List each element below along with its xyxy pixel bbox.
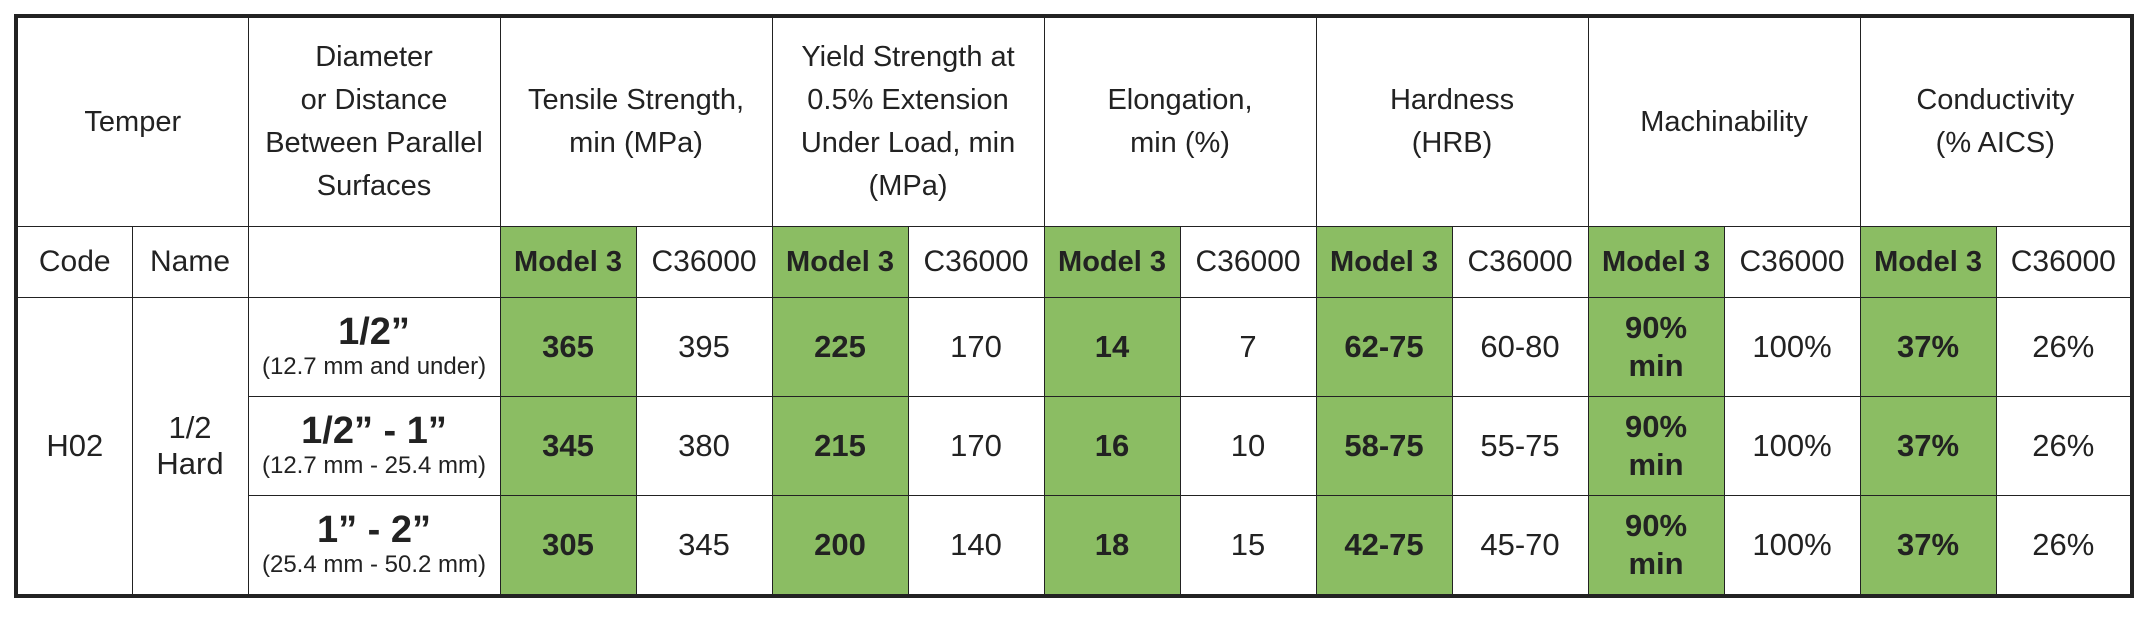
subheader-alloy: C36000 xyxy=(1723,226,1861,298)
conductivity-model-cell: 37% xyxy=(1859,396,1997,496)
machinability-model-cell: 90% min xyxy=(1587,396,1725,496)
temper-name-cell: 1/2 Hard xyxy=(131,297,249,597)
header-conductivity: Conductivity (% AICS) xyxy=(1859,15,2133,227)
header-diameter: Diameter or Distance Between Parallel Su… xyxy=(247,15,501,227)
tensile-model-cell: 305 xyxy=(499,495,637,597)
header-yield-strength: Yield Strength at 0.5% Extension Under L… xyxy=(771,15,1045,227)
subheader-alloy: C36000 xyxy=(1179,226,1317,298)
elongation-model-cell: 18 xyxy=(1043,495,1181,597)
size-cell: 1/2” - 1” (12.7 mm - 25.4 mm) xyxy=(247,396,501,496)
size-label: 1” - 2” xyxy=(316,509,432,551)
tensile-model-cell: 345 xyxy=(499,396,637,496)
temper-code-cell: H02 xyxy=(15,297,133,597)
tensile-alloy-cell: 345 xyxy=(635,495,773,597)
conductivity-alloy-cell: 26% xyxy=(1995,396,2133,496)
conductivity-model-cell: 37% xyxy=(1859,297,1997,397)
subheader-code: Code xyxy=(15,226,133,298)
subheader-alloy: C36000 xyxy=(635,226,773,298)
elongation-alloy-cell: 10 xyxy=(1179,396,1317,496)
elongation-alloy-cell: 15 xyxy=(1179,495,1317,597)
hardness-model-cell: 58-75 xyxy=(1315,396,1453,496)
header-tensile-strength: Tensile Strength, min (MPa) xyxy=(499,15,773,227)
subheader-blank xyxy=(247,226,501,298)
subheader-model: Model 3 xyxy=(1315,226,1453,298)
yield-model-cell: 200 xyxy=(771,495,909,597)
table-row: H02 1/2 Hard 1/2” (12.7 mm and under) 36… xyxy=(15,297,2133,597)
size-cell: 1” - 2” (25.4 mm - 50.2 mm) xyxy=(247,495,501,597)
hardness-alloy-cell: 55-75 xyxy=(1451,396,1589,496)
machinability-alloy-cell: 100% xyxy=(1723,495,1861,597)
elongation-model-cell: 14 xyxy=(1043,297,1181,397)
properties-table: Temper Diameter or Distance Between Para… xyxy=(14,14,2135,598)
header-machinability: Machinability xyxy=(1587,15,1861,227)
conductivity-alloy-cell: 26% xyxy=(1995,297,2133,397)
machinability-alloy-cell: 100% xyxy=(1723,396,1861,496)
elongation-alloy-cell: 7 xyxy=(1179,297,1317,397)
table-row: 1” - 2” (25.4 mm - 50.2 mm) 305 345 200 … xyxy=(16,495,2133,597)
subheader-model: Model 3 xyxy=(771,226,909,298)
subheader-model: Model 3 xyxy=(1859,226,1997,298)
yield-model-cell: 225 xyxy=(771,297,909,397)
hardness-model-cell: 62-75 xyxy=(1315,297,1453,397)
yield-model-cell: 215 xyxy=(771,396,909,496)
hardness-model-cell: 42-75 xyxy=(1315,495,1453,597)
subheader-alloy: C36000 xyxy=(907,226,1045,298)
tensile-alloy-cell: 395 xyxy=(635,297,773,397)
tensile-alloy-cell: 380 xyxy=(635,396,773,496)
header-row: Temper Diameter or Distance Between Para… xyxy=(15,15,2133,227)
header-elongation: Elongation, min (%) xyxy=(1043,15,1317,227)
properties-table-wrapper: Temper Diameter or Distance Between Para… xyxy=(14,14,2135,598)
yield-alloy-cell: 140 xyxy=(907,495,1045,597)
header-temper: Temper xyxy=(15,15,249,227)
subheader-model: Model 3 xyxy=(1043,226,1181,298)
table-row: 1/2” - 1” (12.7 mm - 25.4 mm) 345 380 21… xyxy=(16,396,2133,496)
yield-alloy-cell: 170 xyxy=(907,396,1045,496)
size-cell: 1/2” (12.7 mm and under) xyxy=(247,297,501,397)
machinability-model-cell: 90% min xyxy=(1587,495,1725,597)
yield-alloy-cell: 170 xyxy=(907,297,1045,397)
size-mm-label: (25.4 mm - 50.2 mm) xyxy=(261,551,487,578)
subheader-model: Model 3 xyxy=(1587,226,1725,298)
subheader-name: Name xyxy=(131,226,249,298)
conductivity-alloy-cell: 26% xyxy=(1995,495,2133,597)
size-mm-label: (12.7 mm - 25.4 mm) xyxy=(261,452,487,479)
subheader-model: Model 3 xyxy=(499,226,637,298)
subheader-alloy: C36000 xyxy=(1451,226,1589,298)
elongation-model-cell: 16 xyxy=(1043,396,1181,496)
conductivity-model-cell: 37% xyxy=(1859,495,1997,597)
hardness-alloy-cell: 45-70 xyxy=(1451,495,1589,597)
header-hardness: Hardness (HRB) xyxy=(1315,15,1589,227)
machinability-model-cell: 90% min xyxy=(1587,297,1725,397)
size-label: 1/2” - 1” xyxy=(301,410,447,452)
size-label: 1/2” xyxy=(338,311,410,353)
size-mm-label: (12.7 mm and under) xyxy=(261,353,487,380)
hardness-alloy-cell: 60-80 xyxy=(1451,297,1589,397)
subheader-alloy: C36000 xyxy=(1995,226,2133,298)
machinability-alloy-cell: 100% xyxy=(1723,297,1861,397)
subheader-row: Code Name Model 3 C36000 Model 3 C36000 … xyxy=(15,226,2133,298)
tensile-model-cell: 365 xyxy=(499,297,637,397)
